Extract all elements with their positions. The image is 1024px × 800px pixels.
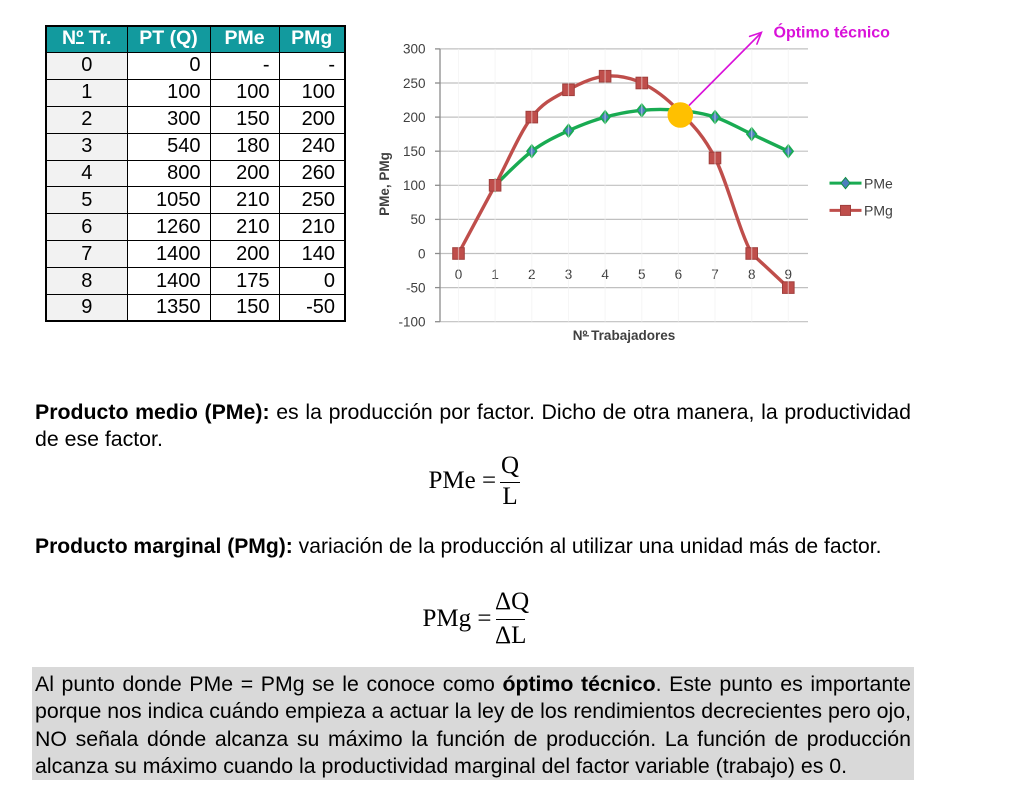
svg-text:9: 9 [785, 267, 793, 282]
svg-text:4: 4 [601, 267, 609, 282]
svg-text:PMe, PMg: PMe, PMg [377, 152, 392, 216]
svg-text:Óptimo técnico: Óptimo técnico [774, 23, 891, 42]
svg-text:PMe: PMe [864, 175, 893, 191]
svg-text:PMg: PMg [864, 203, 893, 219]
svg-text:250: 250 [403, 76, 426, 91]
svg-text:5: 5 [638, 267, 646, 282]
svg-text:7: 7 [711, 267, 719, 282]
svg-text:100: 100 [403, 178, 426, 193]
svg-text:1: 1 [491, 267, 499, 282]
svg-text:300: 300 [403, 42, 426, 57]
svg-text:200: 200 [403, 110, 426, 125]
svg-text:0: 0 [418, 246, 426, 261]
svg-text:50: 50 [410, 212, 425, 227]
svg-text:Nº Trabajadores: Nº Trabajadores [573, 328, 675, 343]
svg-text:3: 3 [565, 267, 573, 282]
svg-text:6: 6 [675, 267, 683, 282]
svg-text:-50: -50 [406, 280, 426, 295]
svg-text:150: 150 [403, 144, 426, 159]
svg-text:2: 2 [528, 267, 536, 282]
svg-text:0: 0 [455, 267, 463, 282]
svg-text:8: 8 [748, 267, 756, 282]
svg-text:-100: -100 [398, 315, 425, 330]
